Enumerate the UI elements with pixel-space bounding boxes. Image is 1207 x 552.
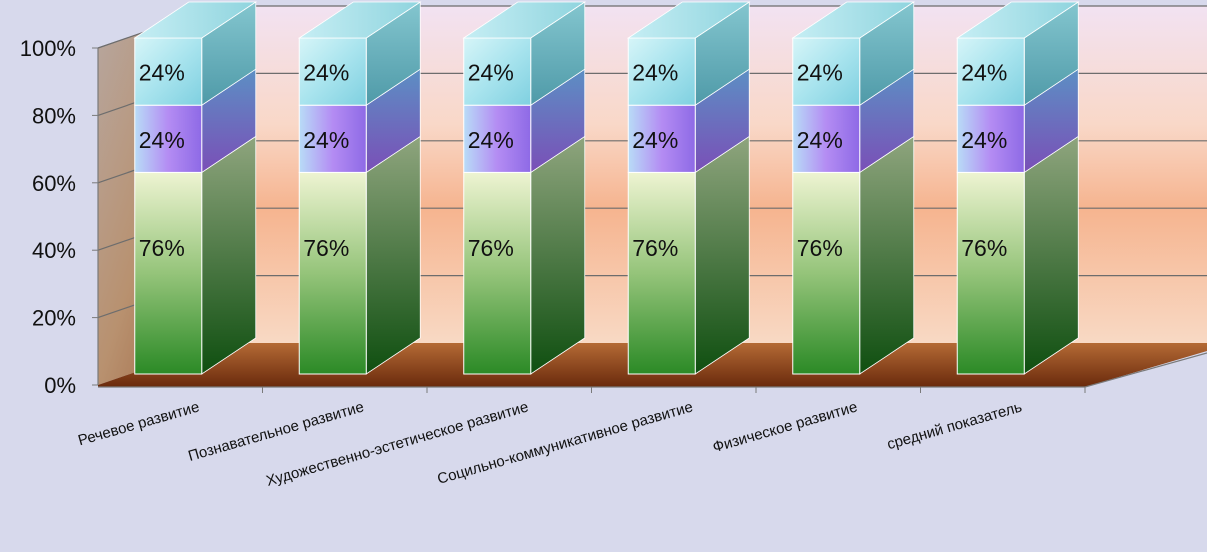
bar-segment-side [201,135,257,375]
bar-segment [298,171,367,375]
bar-segment [463,171,532,375]
data-label: 76% [468,235,514,261]
bar-segment-side [694,135,750,375]
data-label: 24% [139,127,185,153]
bar-segment [792,37,861,106]
bar-segment [134,37,203,106]
bar-segment-side [1023,135,1079,375]
bar-segment [792,104,861,173]
y-tick-label: 20% [32,306,76,331]
bar-group [462,1,587,375]
bar-segment [134,104,203,173]
data-label: 76% [961,235,1007,261]
data-label: 24% [632,60,678,86]
category-label: Художественно-эстетическое развитие [264,399,530,490]
bar-segment [463,104,532,173]
data-label: 24% [468,127,514,153]
bar-segment-side [859,135,915,375]
bar-group [791,1,916,375]
bar-top-face [955,1,1080,39]
bar-segment [956,104,1025,173]
data-label: 76% [303,235,349,261]
bar-group [626,1,751,375]
y-tick-label: 80% [32,103,76,128]
y-tick-label: 100% [20,36,76,61]
bar-segment [463,37,532,106]
data-label: 76% [632,235,678,261]
bar-segment [134,171,203,375]
x-axis-line [1084,352,1207,388]
bar-segment [956,37,1025,106]
data-label: 76% [139,235,185,261]
category-label: Речевое развитие [76,399,201,450]
y-tick-label: 40% [32,238,76,263]
bar-top-face [297,1,422,39]
bar-top-face [133,1,258,39]
data-label: 24% [961,60,1007,86]
bar-segment-side [365,135,421,375]
data-label: 24% [632,127,678,153]
y-tick-label: 0% [44,373,76,398]
category-label: средний показатель [885,398,1024,453]
bar-segment [956,171,1025,375]
data-label: 24% [797,127,843,153]
bar-segment [627,104,696,173]
bar-group [955,1,1080,375]
y-tick-label: 60% [32,171,76,196]
data-label: 76% [797,235,843,261]
bar-group [133,1,258,375]
data-label: 24% [139,60,185,86]
data-label: 24% [303,127,349,153]
data-label: 24% [961,127,1007,153]
bar-top-face [626,1,751,39]
bar-segment [627,37,696,106]
bar-segment [627,171,696,375]
data-label: 24% [468,60,514,86]
bar-segment [792,171,861,375]
category-label: Социльно-коммуникативное развитие [435,399,694,488]
bar-segment-side [530,135,586,375]
bar-segment [298,104,367,173]
bar-top-face [791,1,916,39]
bar-top-face [462,1,587,39]
bar-group [297,1,422,375]
data-label: 24% [797,60,843,86]
data-label: 24% [303,60,349,86]
category-label: Физическое развитие [711,399,860,457]
